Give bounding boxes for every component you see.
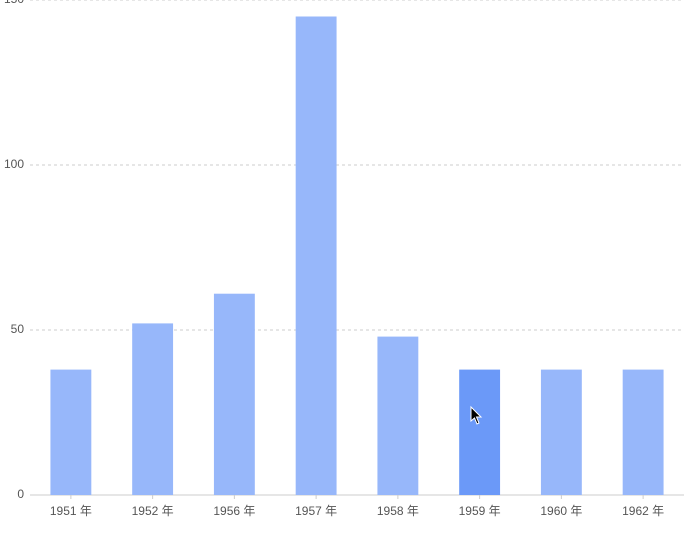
x-tick-label: 1956 年	[213, 504, 255, 518]
bar	[459, 369, 501, 495]
x-tick-label: 1958 年	[377, 504, 419, 518]
y-tick-label: 100	[4, 157, 24, 171]
bar	[540, 369, 582, 495]
bar	[377, 336, 419, 495]
x-tick-label: 1962 年	[622, 504, 664, 518]
bar	[213, 293, 255, 495]
bar	[295, 16, 337, 495]
x-tick-label: 1959 年	[459, 504, 501, 518]
x-tick-label: 1957 年	[295, 504, 337, 518]
bar	[622, 369, 664, 495]
x-tick-label: 1952 年	[132, 504, 174, 518]
plot: 0 50 100 150 1951 年 1952 年 1956 年 1957 年 1958 年 1…	[4, 0, 684, 518]
x-tick-label: 1951 年	[50, 504, 92, 518]
bar	[50, 369, 92, 495]
y-tick-label: 0	[17, 487, 24, 501]
cursor	[470, 405, 483, 425]
x-tick-label: 1960 年	[540, 504, 582, 518]
bar	[132, 323, 174, 495]
y-tick-label: 150	[4, 0, 24, 6]
y-tick-label: 50	[11, 322, 25, 336]
